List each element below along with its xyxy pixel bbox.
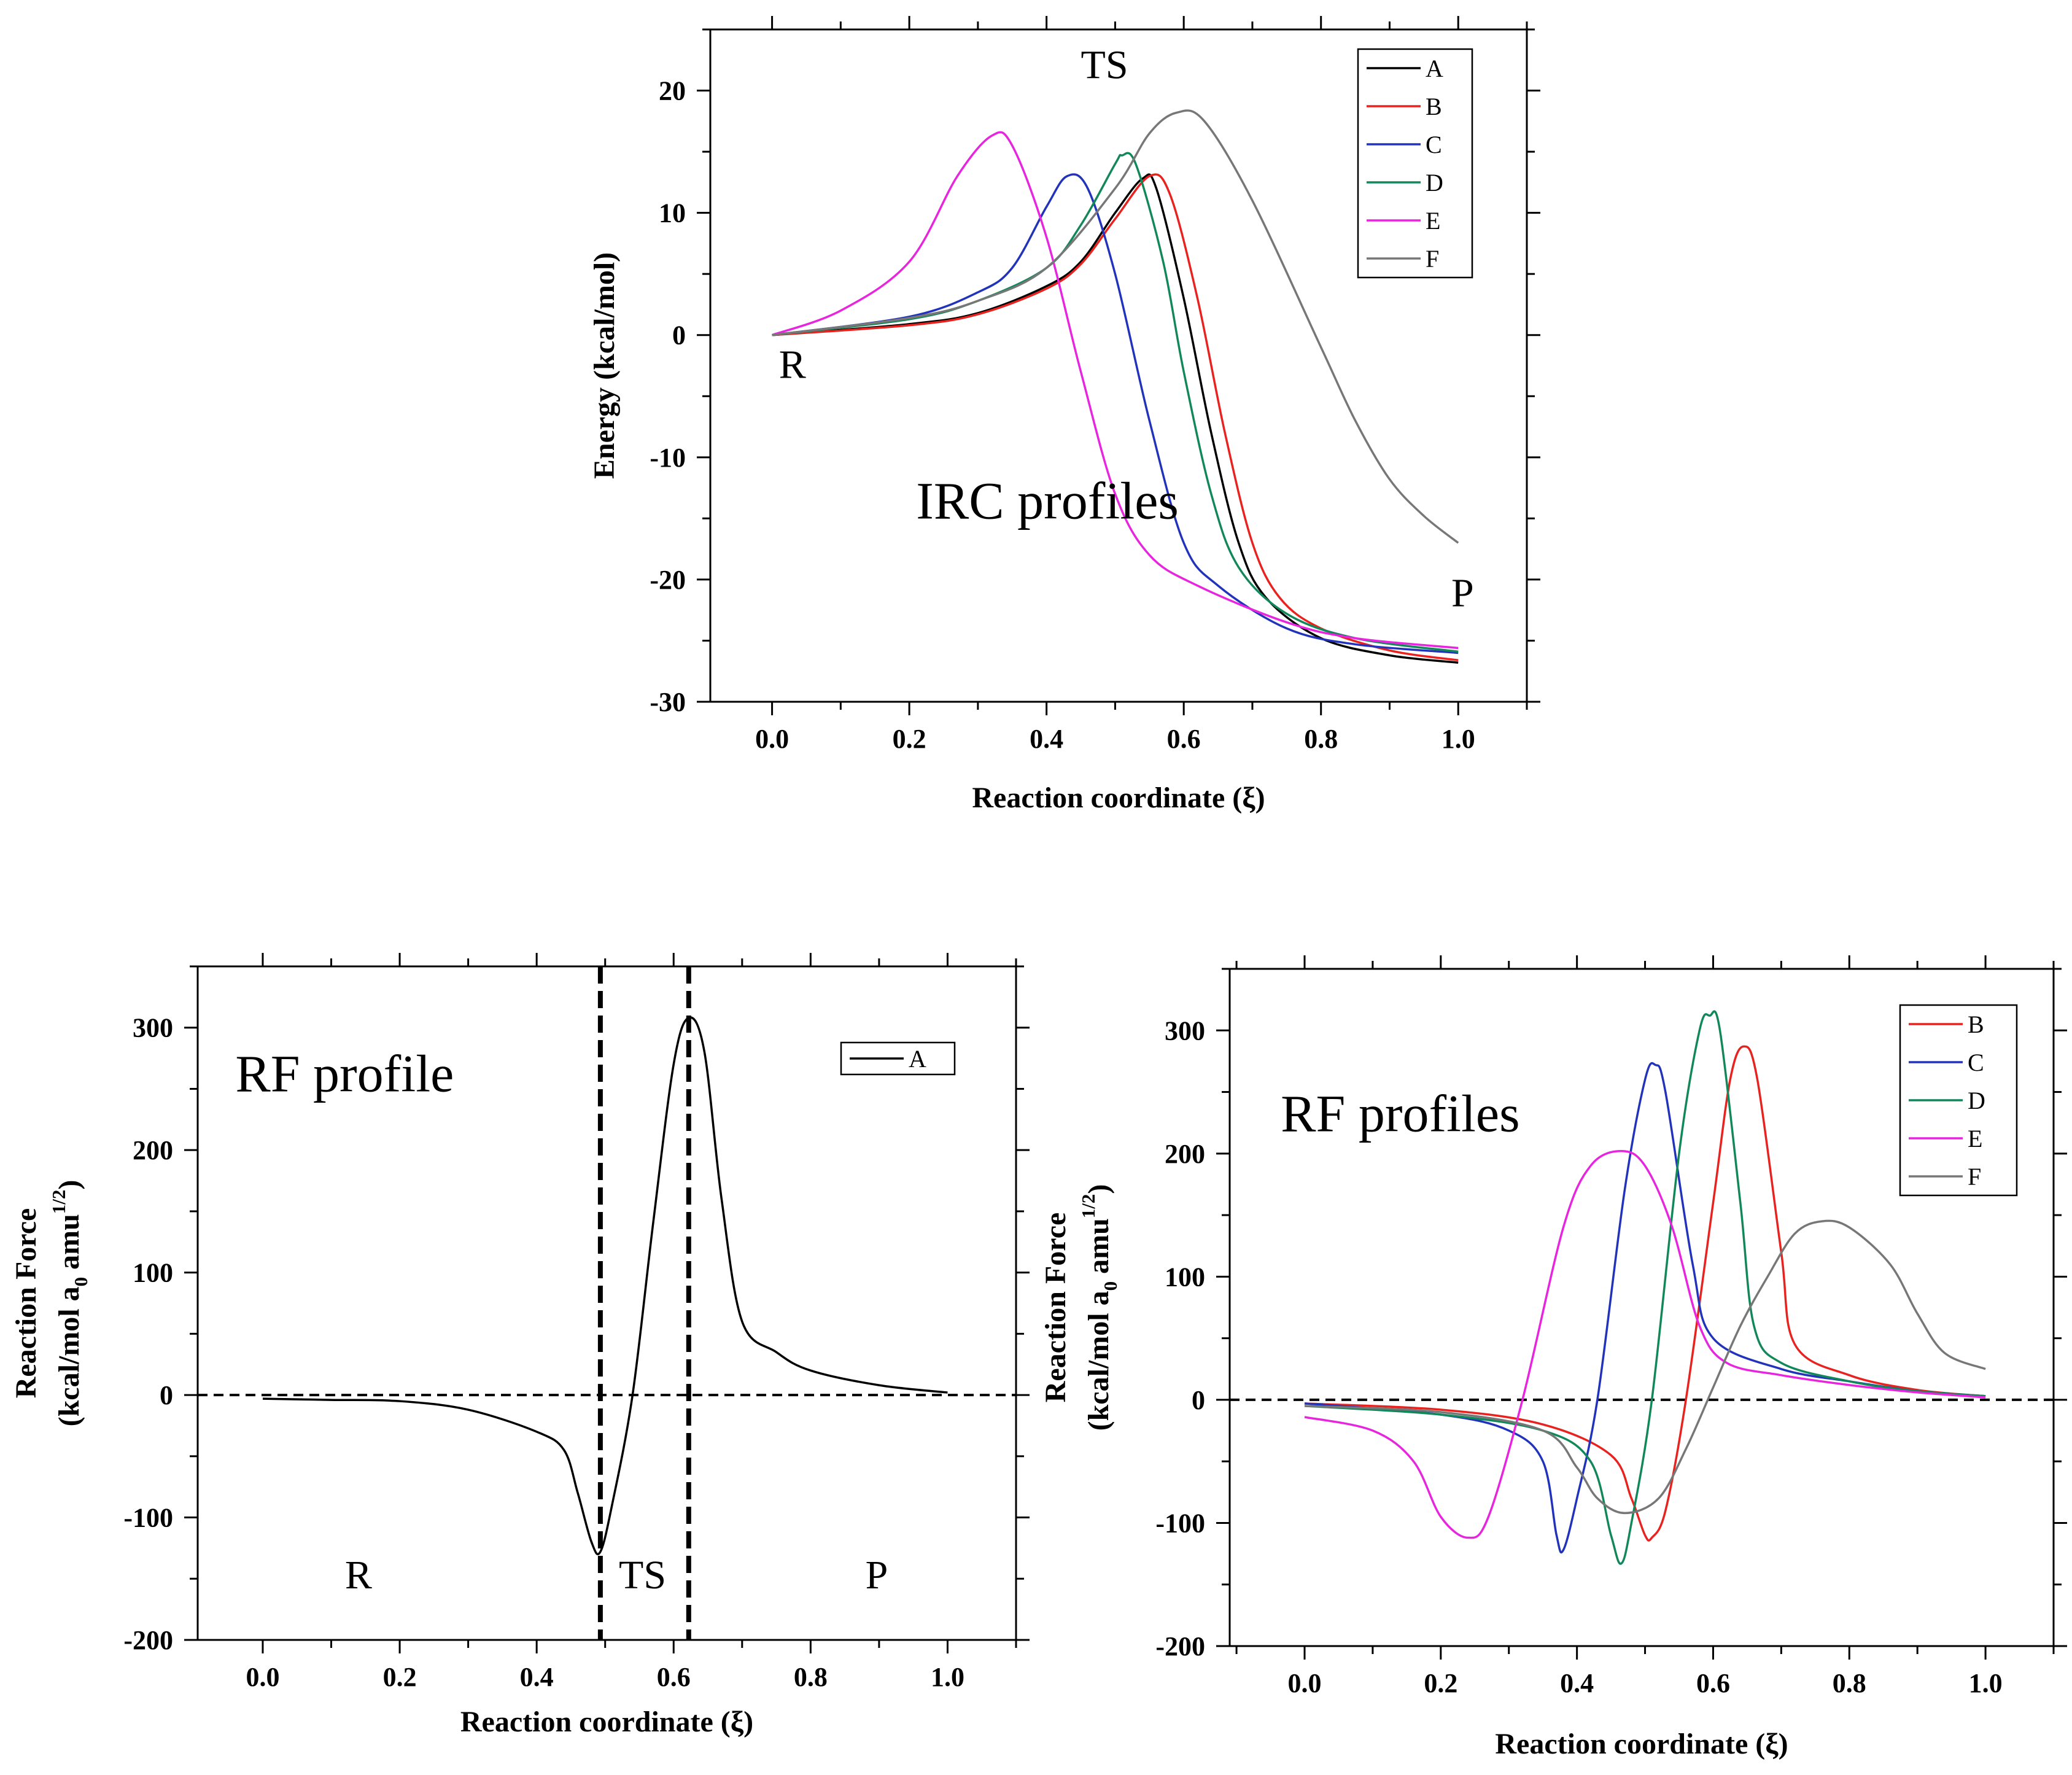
- x-tick-label: 0.2: [893, 724, 926, 754]
- legend-label-f: F: [1968, 1163, 1981, 1190]
- x-tick-label: 0.4: [1030, 724, 1063, 754]
- y-tick-label: -20: [650, 565, 686, 595]
- legend-label-f: F: [1426, 245, 1439, 273]
- legend-label-b: B: [1426, 93, 1442, 120]
- y-axis-units-part: (kcal/mol a: [53, 1286, 85, 1426]
- y-tick-label: 300: [1165, 1016, 1205, 1046]
- x-tick-label: 0.0: [246, 1662, 279, 1692]
- x-tick-label: 0.0: [755, 724, 789, 754]
- y-tick-label: 10: [659, 198, 686, 228]
- series-line-b: [772, 173, 1459, 662]
- x-tick-label: 0.6: [1167, 724, 1201, 754]
- annotation-r: R: [345, 1553, 372, 1598]
- legend-label-c: C: [1968, 1049, 1984, 1076]
- series-line-b: [1304, 1045, 1986, 1542]
- x-tick-label: 1.0: [931, 1662, 964, 1692]
- legend: A: [840, 1041, 956, 1076]
- legend-label-b: B: [1968, 1011, 1984, 1038]
- y-axis-units-part: 0: [1100, 1281, 1121, 1291]
- plot-frame: [1228, 968, 2055, 1647]
- legend-label-e: E: [1968, 1125, 1982, 1152]
- x-axis-title: Reaction coordinate (ξ): [460, 1706, 753, 1738]
- x-tick-label: 0.2: [1424, 1668, 1457, 1698]
- series-line-e: [772, 131, 1459, 650]
- y-axis-title: Energy (kcal/mol): [588, 252, 621, 479]
- x-tick-label: 0.8: [1833, 1668, 1866, 1698]
- x-tick-label: 0.2: [383, 1662, 417, 1692]
- rf-profiles-chart: 0.0 0.2 0.4 0.6 0.8 1.0 -200 -100 0 100 200 300 BCDE…: [1039, 955, 2067, 1760]
- y-axis-units-part: amu: [1082, 1218, 1115, 1281]
- legend-label-e: E: [1426, 207, 1440, 235]
- x-axis-title: Reaction coordinate (ξ): [972, 782, 1265, 814]
- y-tick-label: -30: [650, 687, 686, 717]
- series-line-e: [1304, 1150, 1986, 1539]
- rf-profile-chart: 0.0 0.2 0.4 0.6 0.8 1.0 -200 -100 0 100 200 300 A RF …: [10, 953, 1030, 1738]
- y-axis-units-part: ): [53, 1180, 85, 1190]
- y-tick-label: 0: [672, 320, 686, 351]
- y-axis-title: Reaction Force: [10, 1208, 42, 1399]
- y-axis-units-part: 1/2: [48, 1190, 69, 1214]
- legend-label-d: D: [1968, 1087, 1985, 1114]
- y-tick-label: -100: [123, 1503, 173, 1533]
- x-tick-label: 0.0: [1288, 1668, 1322, 1698]
- y-tick-label: 100: [1165, 1262, 1205, 1292]
- y-tick-label: 0: [160, 1380, 173, 1410]
- y-axis-title: Reaction Force: [1039, 1213, 1072, 1403]
- y-tick-label: 20: [659, 76, 686, 106]
- y-tick-label: 300: [133, 1013, 173, 1043]
- legend-frame: [1357, 48, 1473, 279]
- series-line-f: [772, 109, 1459, 544]
- annotation-rf-profiles: RF profiles: [1281, 1084, 1519, 1143]
- y-axis-units: (kcal/mol a0 amu1/2): [48, 1180, 91, 1427]
- series-line-d: [772, 152, 1459, 653]
- x-axis-title: Reaction coordinate (ξ): [1495, 1728, 1788, 1760]
- series-line-c: [1304, 1062, 1986, 1554]
- y-axis-units-part: 0: [70, 1277, 91, 1287]
- y-tick-label: -100: [1155, 1508, 1205, 1538]
- y-axis-units-part: ): [1082, 1184, 1115, 1194]
- annotation-ts: TS: [619, 1553, 666, 1598]
- y-axis-units-part: (kcal/mol a: [1082, 1291, 1115, 1431]
- annotation-p: P: [1451, 571, 1474, 616]
- y-axis-units: (kcal/mol a0 amu1/2): [1077, 1184, 1121, 1431]
- series-line-d: [1304, 1010, 1986, 1565]
- x-tick-label: 0.8: [1304, 724, 1338, 754]
- y-axis-units-part: amu: [53, 1214, 85, 1277]
- y-tick-label: 200: [1165, 1139, 1205, 1169]
- series-line-c: [772, 173, 1459, 654]
- annotation-p: P: [866, 1553, 888, 1598]
- y-axis-units-part: 1/2: [1077, 1194, 1099, 1219]
- annotation-rf-profile: RF profile: [235, 1044, 454, 1103]
- y-tick-label: 200: [133, 1135, 173, 1165]
- x-tick-label: 0.8: [794, 1662, 828, 1692]
- legend-label-a: A: [909, 1045, 926, 1073]
- annotation-ts: TS: [1081, 43, 1128, 88]
- x-tick-label: 1.0: [1441, 724, 1475, 754]
- x-tick-label: 0.4: [1560, 1668, 1594, 1698]
- annotation-irc-profiles: IRC profiles: [916, 471, 1179, 530]
- legend-label-a: A: [1426, 55, 1443, 82]
- series-line-f: [1304, 1219, 1986, 1515]
- x-tick-label: 1.0: [1969, 1668, 2003, 1698]
- series-line-a: [262, 1016, 948, 1556]
- plot-frame: [709, 28, 1528, 703]
- annotation-r: R: [779, 342, 806, 387]
- legend-label-c: C: [1426, 131, 1442, 158]
- y-tick-label: -200: [123, 1625, 173, 1655]
- y-tick-label: -200: [1155, 1631, 1205, 1661]
- y-tick-label: 0: [1192, 1385, 1205, 1415]
- y-tick-label: -10: [650, 443, 686, 473]
- y-tick-label: 100: [133, 1258, 173, 1288]
- plot-frame: [196, 965, 1017, 1641]
- x-tick-label: 0.6: [657, 1662, 691, 1692]
- legend-label-d: D: [1426, 169, 1443, 196]
- x-tick-label: 0.4: [520, 1662, 554, 1692]
- x-tick-label: 0.6: [1696, 1668, 1730, 1698]
